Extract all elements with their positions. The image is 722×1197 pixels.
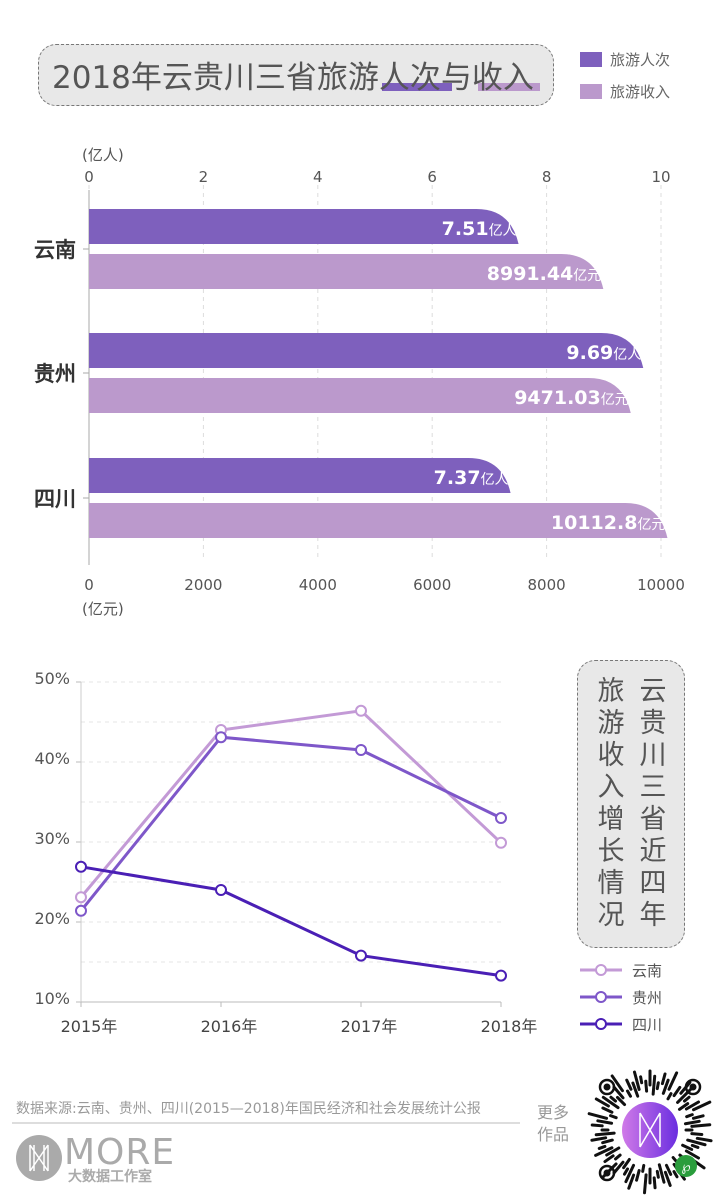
bar-revenue [89,503,668,538]
bottom-tick-label: 8000 [528,576,566,594]
bottom-tick-label: 0 [84,576,94,594]
data-point [75,904,87,917]
y-tick-label: 30% [34,829,70,848]
brand-name: MORE [64,1132,176,1173]
data-point [495,836,507,849]
top-axis-unit: (亿人) [82,146,124,164]
more-logo-icon [16,1135,62,1181]
legend-label-revenue: 旅游收入 [610,83,671,101]
data-point [215,731,227,744]
legend-marker [580,1018,622,1030]
legend-label: 贵州 [632,989,663,1007]
bar-visitors [89,333,644,368]
bar-value-label: 9471.03 [514,387,601,409]
data-point [355,704,367,717]
bar-chart: 0 2 4 6 8 10 (亿人) 0 2000 4000 6000 8000 10000 (亿元) 云南 7… [34,146,685,618]
data-source: 数据来源:云南、贵州、四川(2015—2018)年国民经济和社会发展统计公报 [16,1101,481,1117]
bar-visitors [89,209,519,244]
line-chart: 10% 20% 30% 40% 50% 2015年 2016年 2017年 2018年 [34,669,538,1036]
category-label: 云南 [34,238,76,262]
vertical-title-col1: 云贵川三省近四年 [639,676,667,931]
divider [12,1122,520,1124]
legend-label: 云南 [632,962,663,980]
legend-marker [580,991,622,1003]
bar-value-unit: 亿元 [637,517,665,533]
bar-value-unit: 亿人 [481,472,509,488]
bottom-tick-label: 6000 [413,576,451,594]
top-tick-label: 6 [427,168,437,186]
more-works-label: 更多作品 [537,1103,570,1144]
x-tick-label: 2018年 [481,1017,538,1036]
legend-swatch-revenue [580,84,602,99]
y-tick-label: 20% [34,909,70,928]
vertical-title-col2: 旅游收入增长情况 [597,676,625,931]
x-tick-label: 2015年 [61,1017,118,1036]
bottom-tick-label: 4000 [299,576,337,594]
page-title: 2018年云贵川三省旅游人次与收入 [52,60,534,96]
bar-value-unit: 亿人 [613,347,641,363]
vertical-title-box [577,660,685,948]
title-underline-visitors [382,83,452,91]
top-tick-label: 2 [199,168,209,186]
bottom-axis-unit: (亿元) [82,600,124,618]
y-tick-label: 50% [34,669,70,688]
svg-text:℘: ℘ [681,1160,690,1175]
y-tick-label: 10% [34,989,70,1008]
bottom-tick-label: 2000 [184,576,222,594]
series-line-四川 [80,865,502,978]
bar-value-unit: 亿元 [573,268,601,284]
bar-value-unit: 亿人 [489,223,517,239]
y-tick-label: 40% [34,749,70,768]
top-tick-label: 0 [84,168,94,186]
data-point [75,860,87,873]
data-point [75,891,87,904]
legend-label-visitors: 旅游人次 [610,51,671,69]
data-point [495,969,507,982]
bar-revenue [89,254,604,289]
x-tick-label: 2017年 [341,1017,398,1036]
series-line-贵州 [79,735,502,912]
legend-swatch-visitors [580,52,602,67]
title-underline-revenue [478,83,540,91]
bar-value-label: 7.37 [434,467,481,489]
bar-value-label: 10112.8 [551,512,638,534]
data-point [215,884,227,896]
title-box [38,44,554,106]
bar-visitors [89,458,511,493]
bar-value-label: 8991.44 [487,263,574,285]
bar-value-label: 7.51 [442,218,489,240]
series-line-云南 [79,709,503,899]
legend-marker [580,964,622,976]
bar-value-label: 9.69 [566,342,613,364]
data-point [355,744,367,756]
top-tick-label: 10 [651,168,670,186]
category-label: 四川 [34,487,76,511]
category-label: 贵州 [34,362,76,386]
bar-value-unit: 亿元 [601,392,629,408]
x-tick-label: 2016年 [201,1017,258,1036]
top-tick-label: 8 [542,168,552,186]
data-point [495,812,507,824]
bar-revenue [89,378,631,413]
brand-subtitle: 大数据工作室 [68,1169,152,1185]
top-tick-label: 4 [313,168,323,186]
data-point [355,949,367,962]
bottom-tick-label: 10000 [637,576,685,594]
legend-label: 四川 [632,1016,663,1034]
qr-code-icon[interactable]: ℘ [585,1065,715,1195]
